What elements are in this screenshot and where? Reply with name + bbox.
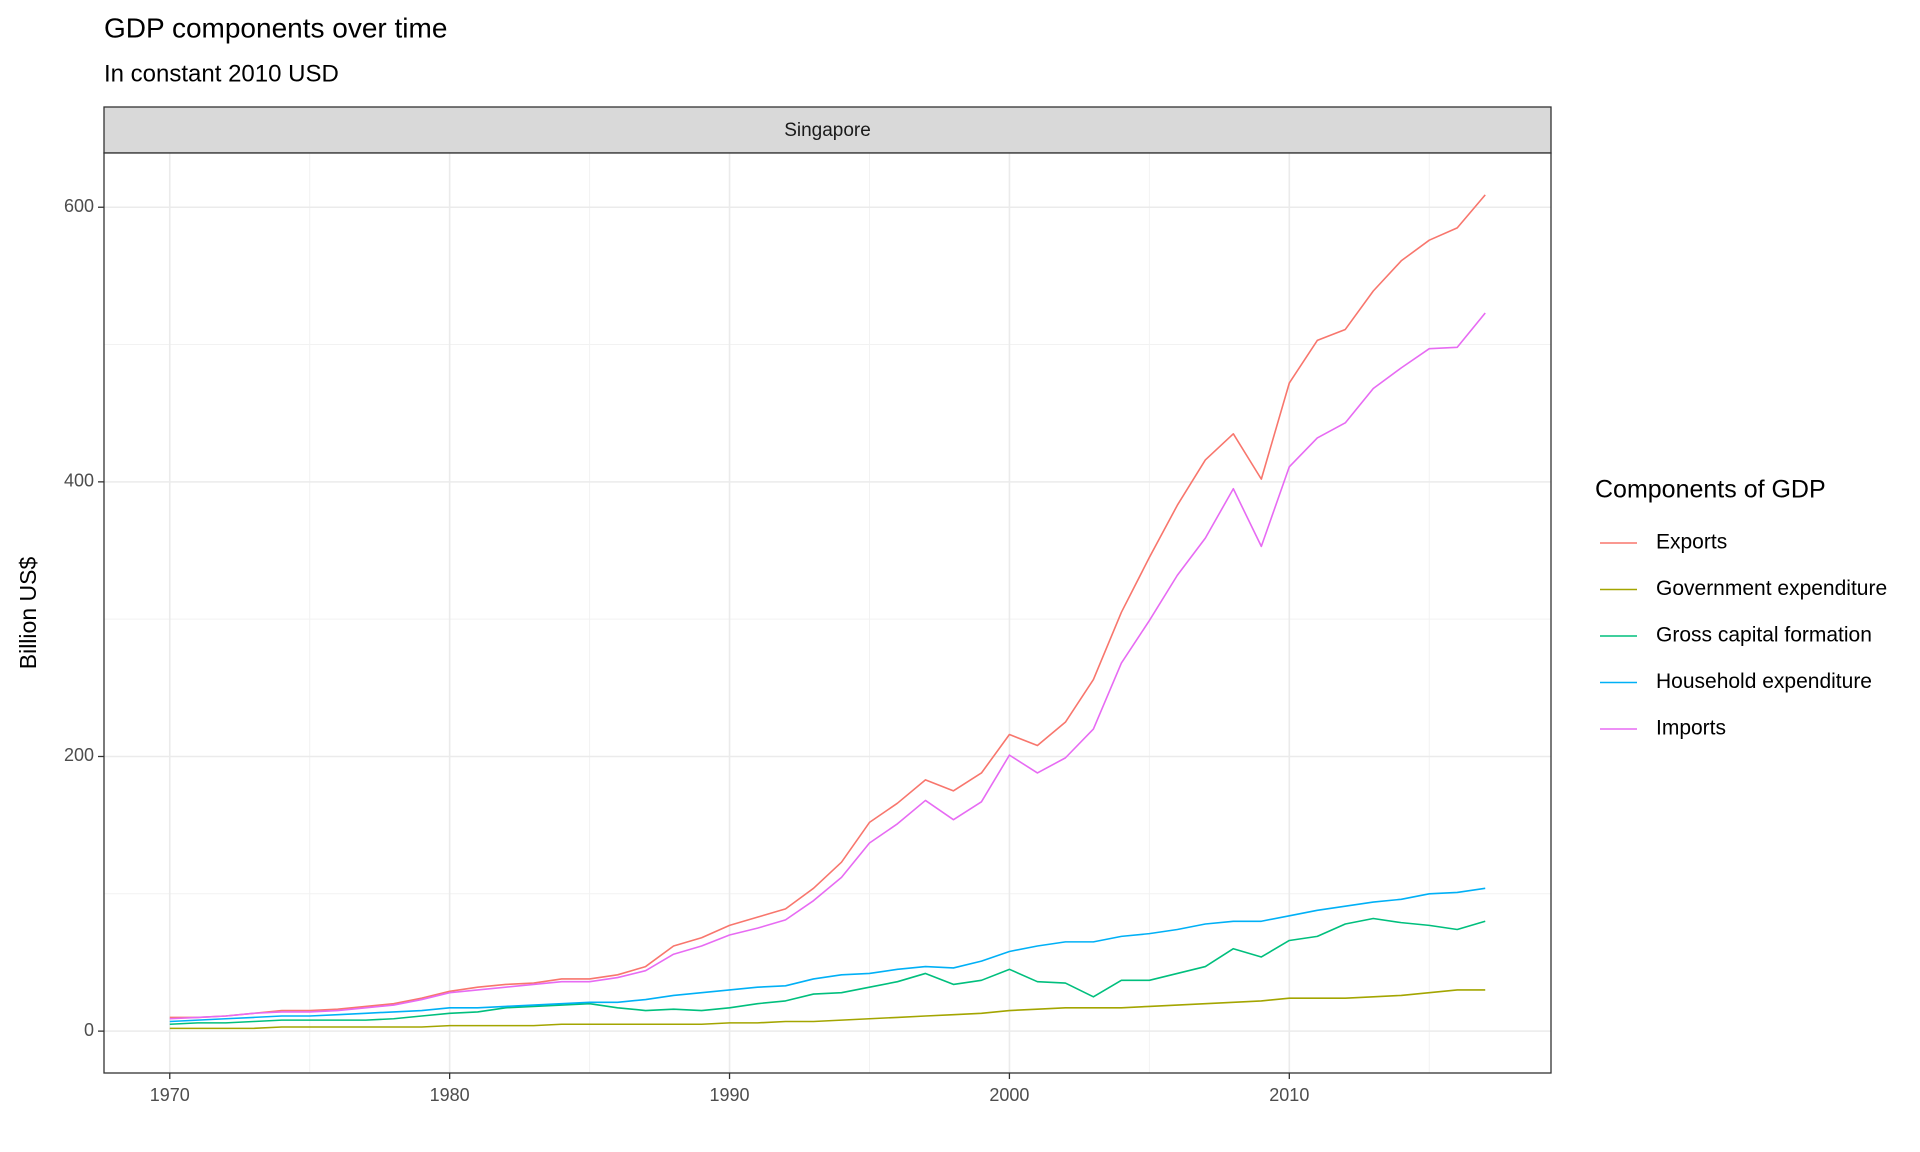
x-tick-label: 1990	[710, 1085, 750, 1105]
legend-label: Household expenditure	[1656, 670, 1872, 693]
y-axis-title: Billion US$	[15, 557, 41, 670]
x-tick-label: 2000	[989, 1085, 1029, 1105]
chart-subtitle: In constant 2010 USD	[104, 60, 339, 87]
panel-background	[104, 153, 1551, 1073]
series-line	[169, 887, 1486, 1023]
x-tick-label: 1980	[430, 1085, 470, 1105]
legend-label: Gross capital formation	[1656, 624, 1872, 647]
y-tick-label: 0	[84, 1020, 94, 1040]
series-line	[169, 989, 1486, 1030]
x-tick-label: 2010	[1269, 1085, 1309, 1105]
facet-label: Singapore	[784, 120, 871, 141]
y-tick-label: 600	[64, 196, 94, 216]
series-line	[169, 917, 1486, 1026]
y-tick-label: 200	[64, 745, 94, 765]
legend-label: Imports	[1656, 717, 1726, 740]
legend-title: Components of GDP	[1595, 476, 1826, 504]
panel-border	[103, 152, 1552, 1074]
series-line	[169, 312, 1486, 1020]
plot-area: 1970 1980 1990 2000 2010 0 200 400 600	[64, 152, 1552, 1105]
facet-strip	[103, 106, 1552, 154]
series-line	[169, 194, 1486, 1019]
legend-label: Government expenditure	[1656, 577, 1887, 600]
legend-label: Exports	[1656, 531, 1727, 554]
x-tick-label: 1970	[150, 1085, 190, 1105]
chart-title: GDP components over time	[104, 12, 447, 43]
y-tick-label: 400	[64, 471, 94, 491]
